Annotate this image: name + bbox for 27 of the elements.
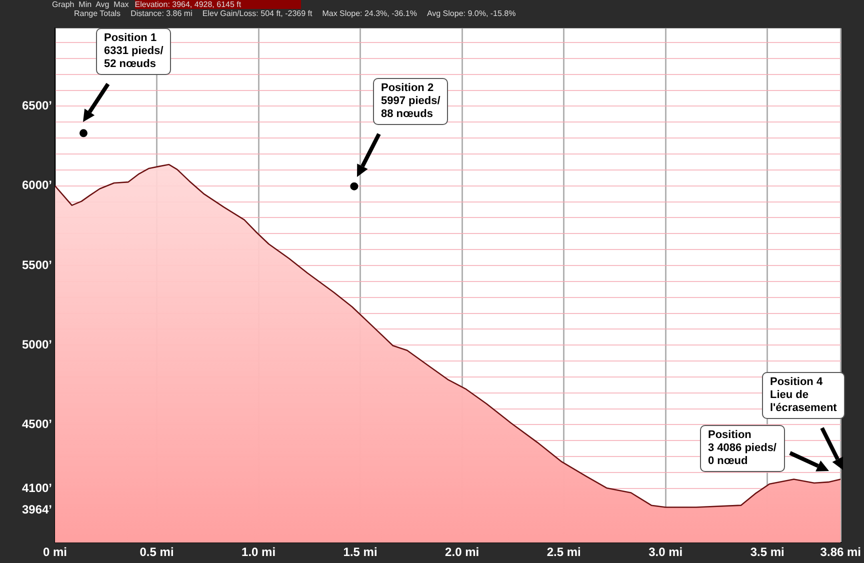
y-tick-label: 6500’ [22, 98, 52, 113]
annotation: Position 1 6331 pieds/ 52 nœuds [96, 28, 172, 75]
x-tick-label: 2.5 mi [546, 545, 581, 560]
text: Elevation: 3964, 4928, 6145 ft [134, 0, 302, 9]
y-tick-label: 3964’ [22, 502, 52, 516]
x-tick-label: 3.5 mi [750, 545, 784, 560]
x-tick-label: 0.5 mi [140, 545, 174, 560]
text: Range Totals [74, 9, 121, 18]
text: Max Slope: 24.3%, -36.1% [322, 9, 417, 18]
x-tick-label: 3.0 mi [648, 545, 683, 560]
x-tick-label: 1.5 mi [343, 545, 378, 560]
y-tick-label: 4100’ [22, 480, 52, 495]
x-tick-label: 3.86 mi [820, 545, 862, 560]
annotation: Position 4 Lieu de l'écrasement [762, 372, 845, 419]
y-tick-label: 5500’ [22, 258, 52, 272]
text: Elev Gain/Loss: 504 ft, -2369 ft [202, 9, 312, 18]
x-tick-label: 0 mi [42, 545, 68, 560]
text: Distance: 3.86 mi [130, 9, 192, 18]
annotation: Position 2 5997 pieds/ 88 nœuds [373, 78, 448, 125]
y-tick-label: 6000’ [22, 178, 52, 192]
text: Avg Slope: 9.0%, -15.8% [426, 9, 516, 18]
y-tick-label: 4500’ [22, 417, 52, 432]
y-tick-label: 5000’ [22, 337, 52, 352]
annotation: Position 3 4086 pieds/ 0 nœud [700, 425, 784, 472]
x-tick-label: 2.0 mi [445, 545, 480, 560]
x-tick-label: 1.0 mi [242, 545, 276, 560]
text: Graph Min Avg Max [52, 0, 129, 9]
